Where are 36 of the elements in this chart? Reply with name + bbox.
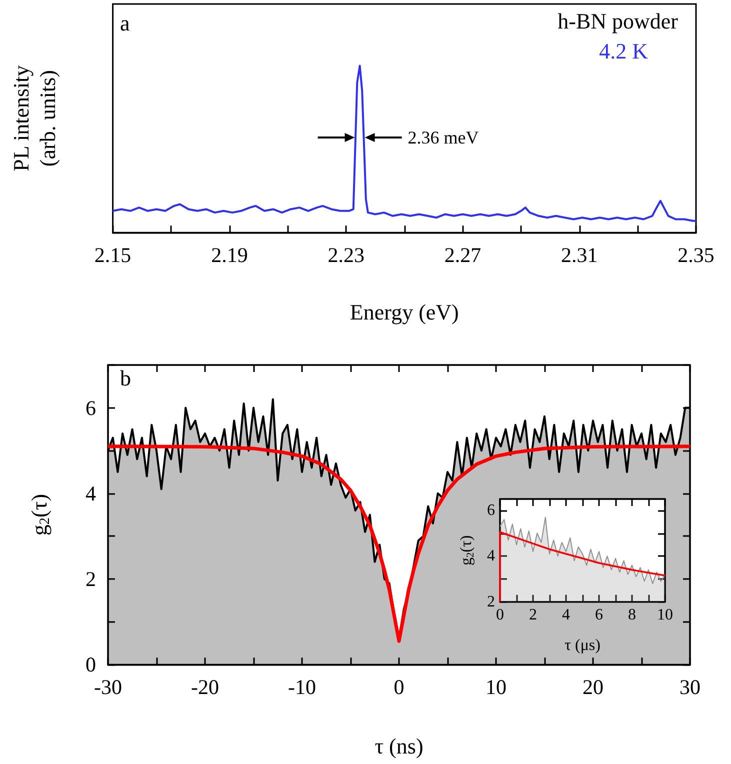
x-tick-label: 10 xyxy=(486,675,506,700)
x-tick-label: -20 xyxy=(191,675,219,700)
x-tick-label: 2.27 xyxy=(444,243,482,268)
x-tick-label: 2.31 xyxy=(560,243,598,268)
x-tick-label: 4 xyxy=(562,606,570,624)
annotation: 2.36 meV xyxy=(408,127,479,148)
y-tick-label: 6 xyxy=(86,396,96,420)
x-tick-label: 30 xyxy=(680,675,700,700)
x-axis-title: τ (μs) xyxy=(564,636,600,654)
y-axis-title: g2(τ) xyxy=(26,494,53,536)
x-axis-title: Energy (eV) xyxy=(350,299,459,324)
y-axis-title: g2(τ) xyxy=(458,535,476,566)
y-tick-label: 4 xyxy=(86,481,96,506)
y-tick-label: 2 xyxy=(86,567,96,591)
y-tick-label: 2 xyxy=(487,593,495,610)
x-tick-label: 2.35 xyxy=(678,243,714,268)
text: 4.2 K xyxy=(599,38,648,64)
y-tick-label: 4 xyxy=(487,548,495,565)
annotation: b xyxy=(120,366,131,390)
text: a xyxy=(120,10,130,36)
x-tick-label: 6 xyxy=(595,606,603,624)
x-tick-label: 8 xyxy=(628,606,636,624)
x-tick-label: 10 xyxy=(657,606,673,624)
text: h-BN powder xyxy=(558,8,679,34)
x-tick-label: 2.23 xyxy=(328,243,364,268)
x-tick-label: 20 xyxy=(582,675,604,700)
x-tick-label: 0 xyxy=(394,675,404,700)
x-tick-label: 2.15 xyxy=(94,243,132,268)
y-tick-label: 0 xyxy=(86,652,96,677)
x-axis-title: τ (ns) xyxy=(374,733,424,758)
x-tick-label: 2 xyxy=(529,606,537,624)
x-tick-label: 2.19 xyxy=(211,243,248,268)
x-tick-label: -30 xyxy=(94,675,122,700)
x-tick-label: -10 xyxy=(288,675,316,700)
y-axis-title: PL intensity (arb. units) xyxy=(8,65,60,172)
y-tick-label: 6 xyxy=(487,502,495,519)
